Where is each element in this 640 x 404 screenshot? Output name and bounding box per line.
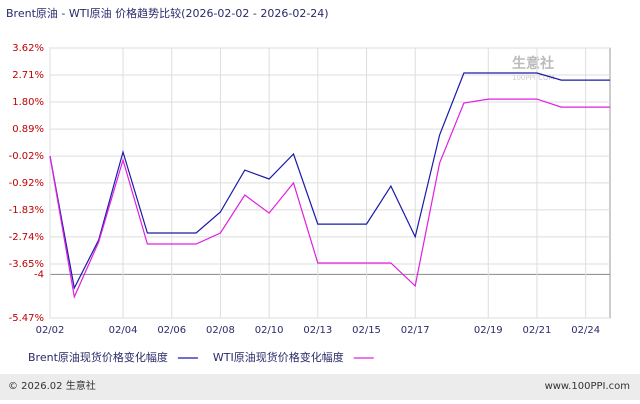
x-tick-label: 02/24	[571, 325, 600, 336]
footer-left: © 2026.02 生意社	[8, 379, 96, 392]
footer-right: www.100PPI.com	[545, 381, 630, 392]
y-tick-label: -1.83%	[9, 205, 44, 216]
y-tick-label: -3.65%	[9, 259, 44, 270]
footer-band	[0, 374, 640, 400]
x-tick-label: 02/06	[157, 325, 186, 336]
y-tick-label: -4	[34, 269, 44, 280]
y-tick-label: 1.80%	[12, 97, 44, 108]
y-tick-label: -0.92%	[9, 178, 44, 189]
x-tick-label: 02/08	[206, 325, 235, 336]
y-tick-label: 2.71%	[12, 70, 44, 81]
x-tick-label: 02/17	[401, 325, 430, 336]
legend-label: Brent原油现货价格变化幅度	[28, 350, 168, 364]
y-tick-label: -0.02%	[9, 151, 44, 162]
series-line	[49, 98, 610, 299]
x-tick-label: 02/02	[36, 325, 65, 336]
y-tick-label: -2.74%	[9, 232, 44, 243]
y-tick-label: -5.47%	[9, 313, 44, 324]
x-tick-label: 02/15	[352, 325, 381, 336]
series-line	[49, 72, 610, 290]
x-tick-label: 02/10	[255, 325, 284, 336]
y-tick-label: 0.89%	[12, 124, 44, 135]
x-tick-label: 02/19	[474, 325, 503, 336]
x-tick-label: 02/04	[109, 325, 138, 336]
y-tick-label: 3.62%	[12, 43, 44, 54]
legend-label: WTI原油现货价格变化幅度	[213, 350, 344, 364]
x-tick-label: 02/13	[303, 325, 332, 336]
watermark-site: 100PPI.COM	[512, 74, 555, 82]
chart-title: Brent原油 - WTI原油 价格趋势比较(2026-02-02 - 2026…	[6, 6, 329, 20]
watermark-name: 生意社	[512, 55, 554, 72]
x-tick-label: 02/21	[523, 325, 552, 336]
